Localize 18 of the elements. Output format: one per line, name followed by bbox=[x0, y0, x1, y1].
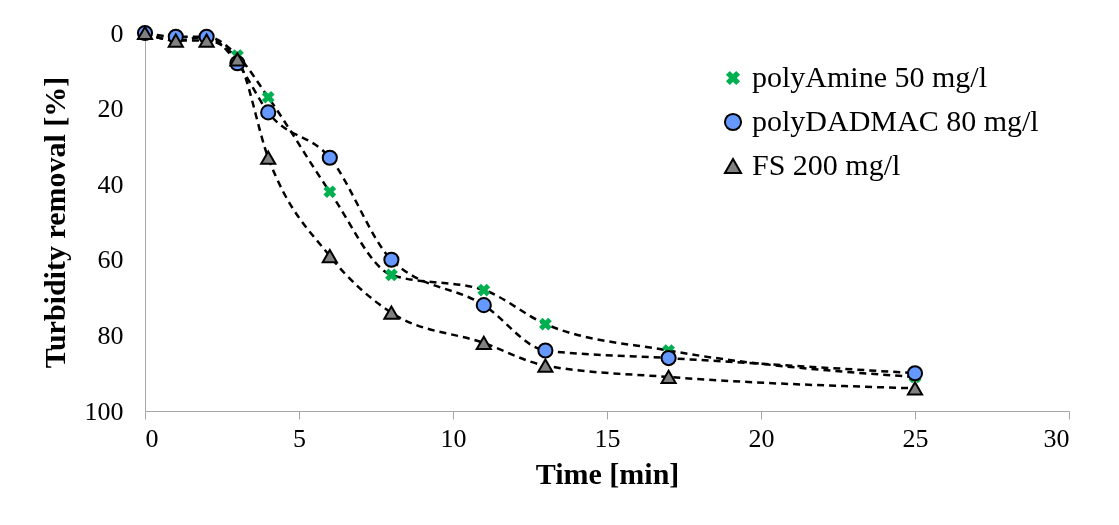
x-tick-label: 30 bbox=[1043, 423, 1070, 453]
x-axis-title: Time [min] bbox=[535, 456, 680, 490]
y-tick-label: 40 bbox=[97, 169, 124, 199]
x-tick-label: 20 bbox=[748, 423, 775, 453]
legend-label: polyAmine 50 mg/l bbox=[752, 60, 987, 93]
y-tick-label: 100 bbox=[84, 396, 124, 426]
y-axis-title: Turbidity removal [%] bbox=[37, 76, 71, 369]
x-tick-label: 25 bbox=[902, 423, 929, 453]
x-tick-label: 5 bbox=[293, 423, 306, 453]
legend-label: polyDADMAC 80 mg/l bbox=[752, 104, 1039, 137]
x-tick-label: 0 bbox=[145, 423, 159, 453]
y-tick-label: 80 bbox=[97, 320, 124, 350]
y-tick-label: 60 bbox=[97, 245, 124, 275]
y-tick-label: 0 bbox=[110, 18, 124, 48]
y-tick-label: 20 bbox=[97, 94, 124, 124]
x-tick-label: 15 bbox=[594, 423, 621, 453]
x-tick-label: 10 bbox=[440, 423, 467, 453]
legend-label: FS 200 mg/l bbox=[752, 148, 901, 181]
